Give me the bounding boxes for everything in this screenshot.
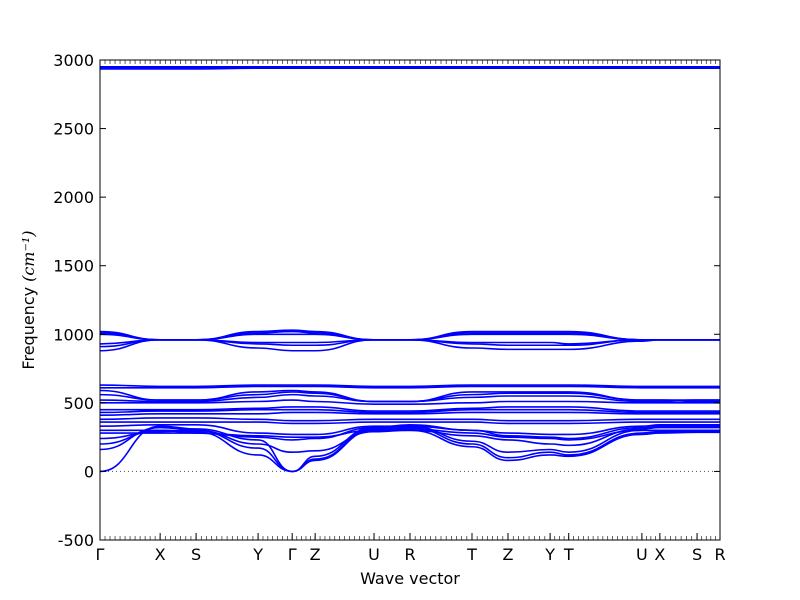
band-line-2 bbox=[99, 426, 720, 473]
y-axis: -500 0 500 1000 1500 2000 2500 3000 bbox=[53, 51, 720, 550]
y-axis-label: Frequency (cm⁻¹) bbox=[19, 230, 38, 369]
y-axis-label-text: Frequency bbox=[19, 287, 38, 370]
x-tick-label: Z bbox=[502, 545, 513, 564]
x-tick-label: Γ bbox=[96, 545, 105, 564]
y-tick-label: 3000 bbox=[53, 51, 94, 70]
x-axis-label: Wave vector bbox=[360, 569, 460, 588]
band-line-16 bbox=[99, 389, 720, 403]
y-tick-label: 500 bbox=[63, 394, 94, 413]
band-line-7 bbox=[99, 423, 720, 436]
band-line-9 bbox=[99, 417, 720, 422]
x-tick-label: X bbox=[654, 545, 665, 564]
y-tick-label: 2000 bbox=[53, 188, 94, 207]
band-line-12 bbox=[100, 406, 720, 412]
y-axis-label-unit: (cm⁻¹) bbox=[19, 230, 38, 281]
x-tick-label: T bbox=[466, 545, 477, 564]
x-tick-label: U bbox=[368, 545, 380, 564]
band-line-17 bbox=[100, 385, 720, 389]
x-tick-label: S bbox=[191, 545, 201, 564]
band-line-19 bbox=[99, 338, 720, 352]
x-tick-label: T bbox=[563, 545, 574, 564]
band-line-4 bbox=[99, 426, 720, 454]
band-line-10 bbox=[99, 411, 720, 416]
band-line-18 bbox=[99, 384, 720, 388]
x-tick-label: S bbox=[692, 545, 702, 564]
y-tick-label: 0 bbox=[84, 462, 94, 481]
y-tick-label: -500 bbox=[58, 531, 94, 550]
plot-content bbox=[99, 66, 720, 473]
y-tick-label: 2500 bbox=[53, 120, 94, 139]
y-tick-label: 1000 bbox=[53, 325, 94, 344]
band-line-11 bbox=[99, 408, 720, 414]
x-tick-label: U bbox=[636, 545, 648, 564]
band-line-13 bbox=[99, 399, 720, 406]
x-tick-label: Z bbox=[310, 545, 321, 564]
x-tick-label: Y bbox=[252, 545, 263, 564]
x-tick-label: Y bbox=[544, 545, 555, 564]
x-tick-label: X bbox=[155, 545, 166, 564]
band-line-6 bbox=[100, 428, 720, 441]
x-tick-label: Γ bbox=[288, 545, 297, 564]
band-line-8 bbox=[100, 421, 720, 425]
y-tick-label: 1500 bbox=[53, 257, 94, 276]
x-tick-label: R bbox=[714, 545, 725, 564]
x-tick-label: R bbox=[404, 545, 415, 564]
band-line-14 bbox=[99, 393, 720, 403]
band-line-24 bbox=[99, 329, 720, 341]
